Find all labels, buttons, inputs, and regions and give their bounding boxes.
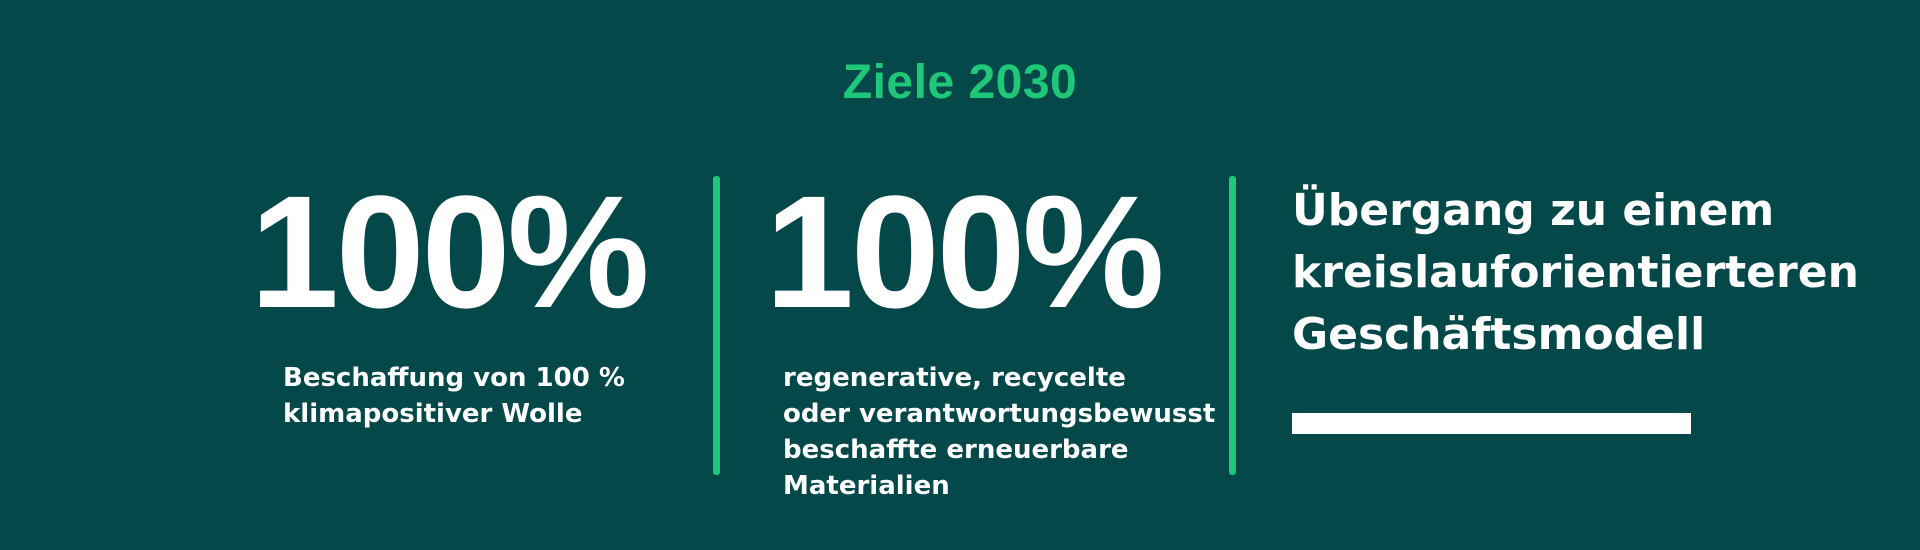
- goal2-stat-description: regenerative, recycelte oder verantwortu…: [783, 363, 1216, 501]
- vertical-divider-2: [1229, 176, 1236, 475]
- goals-title: Ziele 2030: [842, 56, 1078, 109]
- goal1-stat-value: 100%: [250, 162, 650, 341]
- goal3-heading: Übergang zu einem kreislauforientiertere…: [1292, 185, 1859, 360]
- goal1-stat-description: Beschaffung von 100 % klimapositiver Wol…: [283, 363, 625, 429]
- goal2-stat-value: 100%: [765, 162, 1165, 341]
- goal3-underline-bar: [1292, 413, 1691, 434]
- vertical-divider-1: [713, 176, 720, 475]
